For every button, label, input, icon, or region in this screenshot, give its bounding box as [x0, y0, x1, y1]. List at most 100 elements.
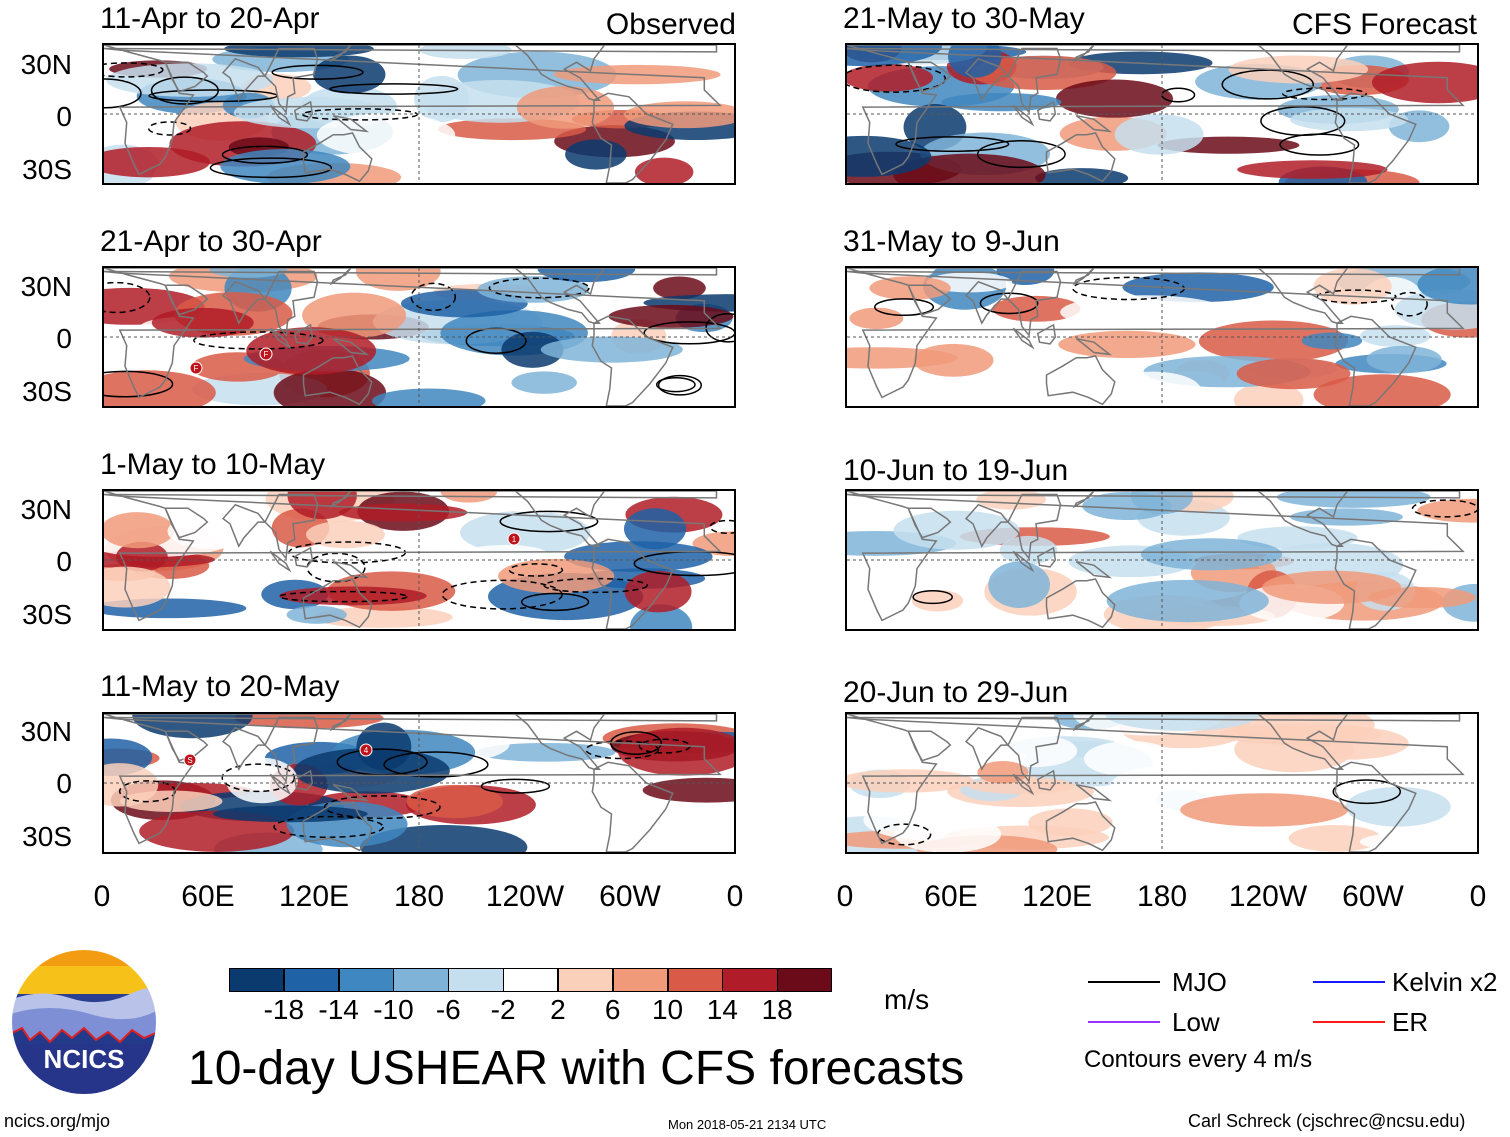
observed-header: Observed	[605, 8, 736, 41]
mjo-contour	[104, 78, 142, 109]
map-panel	[845, 489, 1479, 631]
lon-label: 120W	[485, 880, 565, 913]
lat-label: 30N	[20, 494, 72, 525]
storm-marker: S	[183, 753, 197, 767]
shear-anomaly-patch	[1058, 330, 1196, 359]
shear-anomaly-patch	[849, 307, 904, 330]
storm-marker: F	[189, 361, 203, 375]
coastline	[1007, 270, 1062, 338]
shear-anomaly-patch	[1313, 374, 1451, 406]
coastline	[907, 61, 952, 93]
coastline	[1012, 104, 1035, 127]
coastline	[221, 57, 267, 102]
shear-anomaly-patch	[1359, 325, 1431, 347]
shear-anomaly-patch	[313, 606, 453, 628]
storm-marker-label: S	[187, 756, 192, 765]
shear-anomaly-patch	[226, 757, 298, 804]
storm-marker-label: F	[194, 364, 199, 373]
colorbar-tick-label: 6	[604, 994, 621, 1025]
mjo-contour	[383, 751, 489, 778]
coastline	[164, 61, 209, 93]
shear-anomaly-patch	[634, 157, 694, 183]
footer-timestamp: Mon 2018-05-21 2134 UTC	[668, 1117, 827, 1132]
coastline	[1045, 578, 1116, 629]
coastline	[1012, 327, 1035, 350]
legend-label: Kelvin x2	[1392, 967, 1498, 997]
coastline	[302, 801, 373, 852]
mjo-contour	[329, 83, 459, 95]
shear-anomaly-patch	[970, 55, 1117, 90]
mjo-contour	[273, 815, 384, 839]
coastline	[329, 45, 352, 63]
lat-label: 30N	[20, 716, 72, 747]
colorbar-swatch	[448, 968, 504, 992]
legend-line-er	[1313, 1021, 1385, 1023]
shear-anomaly-patch	[119, 790, 223, 812]
coastline	[1012, 773, 1035, 796]
storm-marker-label: 4	[364, 746, 369, 755]
shear-map	[847, 714, 1477, 852]
storm-marker: F	[259, 347, 273, 361]
shear-anomaly-patch	[1417, 498, 1477, 523]
shear-anomaly-patch	[1028, 808, 1113, 837]
shear-anomaly-patch	[302, 292, 407, 339]
mjo-contour	[271, 64, 364, 80]
fcst-panel-title: 20-Jun to 29-Jun	[843, 676, 1069, 709]
coastline	[1075, 560, 1113, 579]
lon-label: 60E	[924, 880, 978, 913]
coastline	[1334, 92, 1417, 183]
coastline	[104, 268, 718, 276]
coastline	[1012, 550, 1035, 573]
coastline	[1036, 100, 1057, 122]
colorbar-tick-label: 18	[761, 994, 793, 1025]
colorbar-tick-label: -10	[373, 994, 414, 1025]
coastline	[329, 714, 352, 732]
footer-url[interactable]: ncics.org/mjo	[4, 1111, 111, 1131]
shear-anomaly-patch	[1366, 345, 1442, 374]
obs-panel-title: 1-May to 10-May	[100, 448, 326, 481]
mjo-contour	[657, 374, 703, 396]
shear-anomaly-patch	[1262, 570, 1402, 604]
shear-anomaly-patch	[1290, 107, 1409, 132]
shear-anomaly-patch	[1082, 491, 1172, 521]
coastline	[104, 45, 718, 53]
shear-anomaly-patch	[648, 821, 734, 847]
colorbar-swatch	[777, 968, 833, 992]
coastline	[591, 92, 674, 183]
mjo-contour	[147, 121, 192, 136]
mjo-contour	[1411, 499, 1477, 518]
colorbar-tick-label: -14	[318, 994, 359, 1025]
colorbar-tick-label: 10	[651, 994, 684, 1025]
map-panel	[845, 266, 1479, 408]
shear-anomaly-patch	[948, 45, 1002, 78]
coastline	[1045, 355, 1116, 406]
shear-map: S4	[104, 714, 734, 852]
mjo-contour	[847, 64, 947, 93]
coastline	[847, 45, 1461, 53]
lat-label: 30N	[20, 49, 72, 80]
coastline	[269, 104, 292, 127]
lon-label: 60E	[181, 880, 235, 913]
shear-anomaly-patch	[941, 92, 1062, 112]
coastline	[293, 100, 314, 122]
shear-anomaly-patch	[913, 343, 994, 377]
coastline	[221, 503, 267, 548]
coastline	[269, 550, 292, 573]
coastline	[332, 337, 370, 356]
shear-anomaly-patch	[1288, 824, 1382, 852]
shear-anomaly-patch	[132, 714, 253, 739]
mjo-contour	[1282, 87, 1367, 101]
lat-label: 30S	[22, 154, 72, 185]
coastline	[1075, 337, 1113, 356]
storm-marker: 4	[359, 743, 373, 757]
mjo-contour	[585, 740, 660, 760]
shear-anomaly-patch	[624, 101, 734, 129]
colorbar-swatch	[283, 968, 340, 992]
coastline	[1075, 114, 1113, 133]
shear-anomaly-patch	[316, 113, 456, 157]
coastline	[164, 507, 209, 539]
shear-anomaly-patch	[419, 45, 512, 59]
legend-line-kelvin	[1313, 981, 1385, 983]
